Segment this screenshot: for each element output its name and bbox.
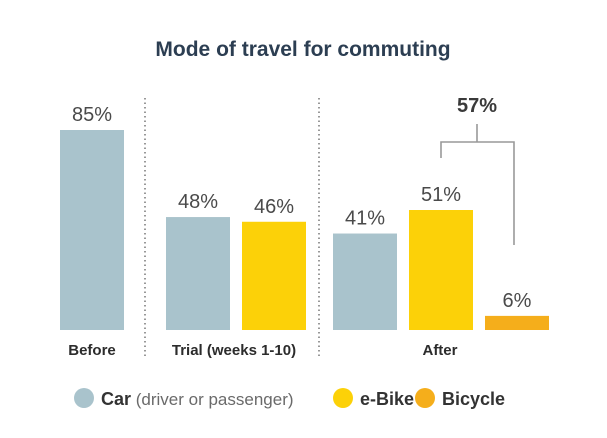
legend-swatch xyxy=(415,388,435,408)
bar-e-bike xyxy=(409,210,473,330)
legend-label: Car (driver or passenger) xyxy=(101,389,294,409)
legend-label: e-Bike xyxy=(360,389,414,409)
legend-item: Car (driver or passenger) xyxy=(74,388,294,409)
legend-item: e-Bike xyxy=(333,388,414,409)
legend-item: Bicycle xyxy=(415,388,505,409)
bar-value-label: 48% xyxy=(178,191,218,213)
category-label: Trial (weeks 1-10) xyxy=(172,342,296,359)
bar-car xyxy=(60,130,124,330)
bar-value-label: 85% xyxy=(72,104,112,126)
bar-value-label: 46% xyxy=(254,196,294,218)
bar-group: 85% Before xyxy=(60,104,124,359)
legend-swatch xyxy=(333,388,353,408)
category-label: Before xyxy=(68,342,116,359)
bar-value-label: 51% xyxy=(421,184,461,206)
bar-car xyxy=(333,233,397,330)
legend: Car (driver or passenger) e-Bike Bicycle xyxy=(74,388,505,409)
category-label: After xyxy=(422,342,457,359)
bar-value-label: 41% xyxy=(345,208,385,230)
legend-label: Bicycle xyxy=(442,389,505,409)
annotation-label: 57% xyxy=(457,95,497,117)
bar-car xyxy=(166,217,230,330)
annotation-bracket xyxy=(440,124,515,245)
chart-title: Mode of travel for commuting xyxy=(155,38,450,61)
bar-e-bike xyxy=(242,221,306,330)
bar-bicycle xyxy=(485,315,549,330)
bar-group: 48% 46% Trial (weeks 1-10) xyxy=(166,191,306,359)
legend-swatch xyxy=(74,388,94,408)
bars-layer: 85% Before 48% 46% Trial (weeks 1-10) 41% 51% 6… xyxy=(60,104,549,359)
bar-group: 41% 51% 6% After xyxy=(333,184,549,359)
bar-value-label: 6% xyxy=(503,290,532,312)
